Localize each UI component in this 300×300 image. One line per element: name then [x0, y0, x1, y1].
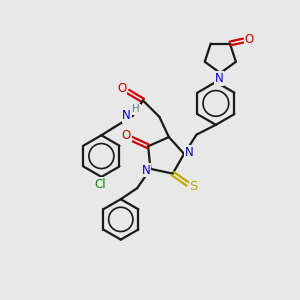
Text: N: N — [142, 164, 150, 177]
Text: N: N — [214, 72, 223, 85]
Text: S: S — [189, 181, 198, 194]
Text: Cl: Cl — [94, 178, 106, 191]
Text: H: H — [132, 104, 140, 114]
Text: O: O — [118, 82, 127, 94]
Text: N: N — [122, 110, 131, 122]
Text: O: O — [244, 33, 254, 46]
Text: N: N — [185, 146, 194, 159]
Text: O: O — [122, 129, 131, 142]
